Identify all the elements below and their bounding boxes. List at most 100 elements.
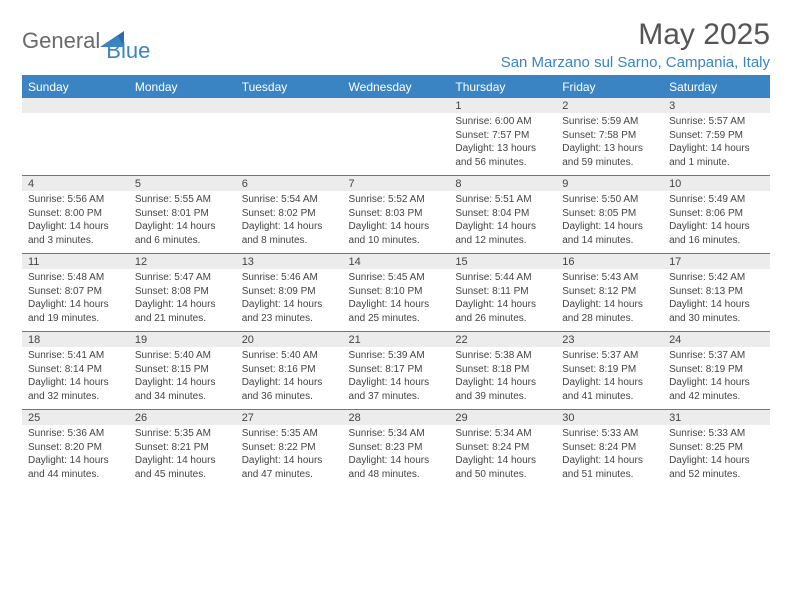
day-info-line: Sunrise: 5:34 AM [349,427,444,441]
day-number [343,98,450,113]
day-info-line: Sunset: 8:13 PM [669,285,764,299]
day-info-line: Sunrise: 5:43 AM [562,271,657,285]
day-info-line: Sunrise: 5:38 AM [455,349,550,363]
day-info-line: Daylight: 14 hours and 12 minutes. [455,220,550,247]
day-number [22,98,129,113]
day-info-cell: Sunrise: 5:40 AMSunset: 8:15 PMDaylight:… [129,347,236,410]
day-info-line: Sunset: 7:58 PM [562,129,657,143]
day-info-line: Daylight: 14 hours and 10 minutes. [349,220,444,247]
day-info-line: Sunrise: 5:45 AM [349,271,444,285]
day-info-line: Sunset: 8:09 PM [242,285,337,299]
day-info-row: Sunrise: 5:56 AMSunset: 8:00 PMDaylight:… [22,191,770,254]
day-info-line: Daylight: 14 hours and 1 minute. [669,142,764,169]
day-number: 5 [129,176,236,191]
location-subtitle: San Marzano sul Sarno, Campania, Italy [501,54,770,71]
day-info-line: Daylight: 14 hours and 45 minutes. [135,454,230,481]
day-info-row: Sunrise: 6:00 AMSunset: 7:57 PMDaylight:… [22,113,770,176]
weekday-header: Saturday [663,76,770,98]
day-number: 30 [556,410,663,425]
day-info-line: Sunrise: 5:47 AM [135,271,230,285]
day-number-row: 11121314151617 [22,254,770,269]
day-info-line: Daylight: 14 hours and 26 minutes. [455,298,550,325]
day-number: 8 [449,176,556,191]
day-info-line: Sunset: 8:19 PM [669,363,764,377]
day-info-line: Daylight: 13 hours and 59 minutes. [562,142,657,169]
day-info-cell [22,113,129,176]
day-number: 9 [556,176,663,191]
day-number: 31 [663,410,770,425]
day-info-line: Sunrise: 5:36 AM [28,427,123,441]
day-info-line: Daylight: 14 hours and 23 minutes. [242,298,337,325]
day-number-row: 25262728293031 [22,410,770,425]
day-number: 23 [556,332,663,347]
day-info-cell: Sunrise: 5:55 AMSunset: 8:01 PMDaylight:… [129,191,236,254]
day-number: 16 [556,254,663,269]
day-number: 3 [663,98,770,113]
day-info-line: Sunrise: 5:44 AM [455,271,550,285]
day-info-line: Sunrise: 5:40 AM [135,349,230,363]
day-number: 10 [663,176,770,191]
day-info-line: Daylight: 14 hours and 44 minutes. [28,454,123,481]
day-info-line: Daylight: 14 hours and 3 minutes. [28,220,123,247]
day-number: 13 [236,254,343,269]
day-info-line: Sunset: 8:19 PM [562,363,657,377]
day-info-line: Sunset: 8:24 PM [455,441,550,455]
day-info-cell: Sunrise: 5:37 AMSunset: 8:19 PMDaylight:… [556,347,663,410]
day-info-line: Sunset: 8:25 PM [669,441,764,455]
day-info-cell: Sunrise: 5:37 AMSunset: 8:19 PMDaylight:… [663,347,770,410]
day-info-line: Sunset: 8:18 PM [455,363,550,377]
day-number: 6 [236,176,343,191]
day-info-line: Sunrise: 5:46 AM [242,271,337,285]
day-info-line: Sunset: 8:07 PM [28,285,123,299]
day-info-line: Sunset: 8:02 PM [242,207,337,221]
weekday-header-row: Sunday Monday Tuesday Wednesday Thursday… [22,76,770,98]
day-info-line: Sunset: 8:01 PM [135,207,230,221]
day-info-line: Sunrise: 5:52 AM [349,193,444,207]
day-info-line: Sunset: 8:24 PM [562,441,657,455]
day-info-cell [236,113,343,176]
day-number-row: 18192021222324 [22,332,770,347]
day-info-line: Daylight: 14 hours and 8 minutes. [242,220,337,247]
day-info-line: Daylight: 14 hours and 47 minutes. [242,454,337,481]
day-info-line: Daylight: 14 hours and 32 minutes. [28,376,123,403]
day-info-cell: Sunrise: 5:33 AMSunset: 8:25 PMDaylight:… [663,425,770,487]
day-number: 22 [449,332,556,347]
day-info-cell: Sunrise: 5:34 AMSunset: 8:23 PMDaylight:… [343,425,450,487]
day-info-line: Daylight: 14 hours and 51 minutes. [562,454,657,481]
day-info-line: Daylight: 14 hours and 21 minutes. [135,298,230,325]
day-info-line: Daylight: 14 hours and 37 minutes. [349,376,444,403]
day-info-cell: Sunrise: 5:35 AMSunset: 8:22 PMDaylight:… [236,425,343,487]
day-info-cell: Sunrise: 5:56 AMSunset: 8:00 PMDaylight:… [22,191,129,254]
day-info-line: Daylight: 14 hours and 25 minutes. [349,298,444,325]
day-info-line: Sunset: 8:05 PM [562,207,657,221]
day-info-line: Daylight: 13 hours and 56 minutes. [455,142,550,169]
day-info-cell: Sunrise: 5:34 AMSunset: 8:24 PMDaylight:… [449,425,556,487]
day-info-line: Sunrise: 5:33 AM [562,427,657,441]
day-info-cell: Sunrise: 5:42 AMSunset: 8:13 PMDaylight:… [663,269,770,332]
day-info-cell: Sunrise: 5:46 AMSunset: 8:09 PMDaylight:… [236,269,343,332]
day-info-line: Sunrise: 5:37 AM [562,349,657,363]
day-info-cell: Sunrise: 5:52 AMSunset: 8:03 PMDaylight:… [343,191,450,254]
day-info-line: Sunset: 8:00 PM [28,207,123,221]
day-info-row: Sunrise: 5:36 AMSunset: 8:20 PMDaylight:… [22,425,770,487]
day-number: 4 [22,176,129,191]
weekday-header: Tuesday [236,76,343,98]
day-info-cell: Sunrise: 5:45 AMSunset: 8:10 PMDaylight:… [343,269,450,332]
day-info-row: Sunrise: 5:48 AMSunset: 8:07 PMDaylight:… [22,269,770,332]
day-info-line: Daylight: 14 hours and 50 minutes. [455,454,550,481]
day-info-line: Sunrise: 5:59 AM [562,115,657,129]
day-info-line: Sunrise: 5:35 AM [135,427,230,441]
day-number-row: 45678910 [22,176,770,191]
day-number: 19 [129,332,236,347]
day-info-line: Sunset: 8:17 PM [349,363,444,377]
day-info-line: Sunrise: 5:55 AM [135,193,230,207]
day-info-cell: Sunrise: 5:40 AMSunset: 8:16 PMDaylight:… [236,347,343,410]
day-info-line: Sunrise: 5:39 AM [349,349,444,363]
day-info-line: Sunrise: 6:00 AM [455,115,550,129]
day-info-line: Daylight: 14 hours and 6 minutes. [135,220,230,247]
day-number: 14 [343,254,450,269]
day-info-line: Sunset: 8:16 PM [242,363,337,377]
day-info-line: Daylight: 14 hours and 16 minutes. [669,220,764,247]
day-number: 26 [129,410,236,425]
day-info-cell: Sunrise: 5:33 AMSunset: 8:24 PMDaylight:… [556,425,663,487]
